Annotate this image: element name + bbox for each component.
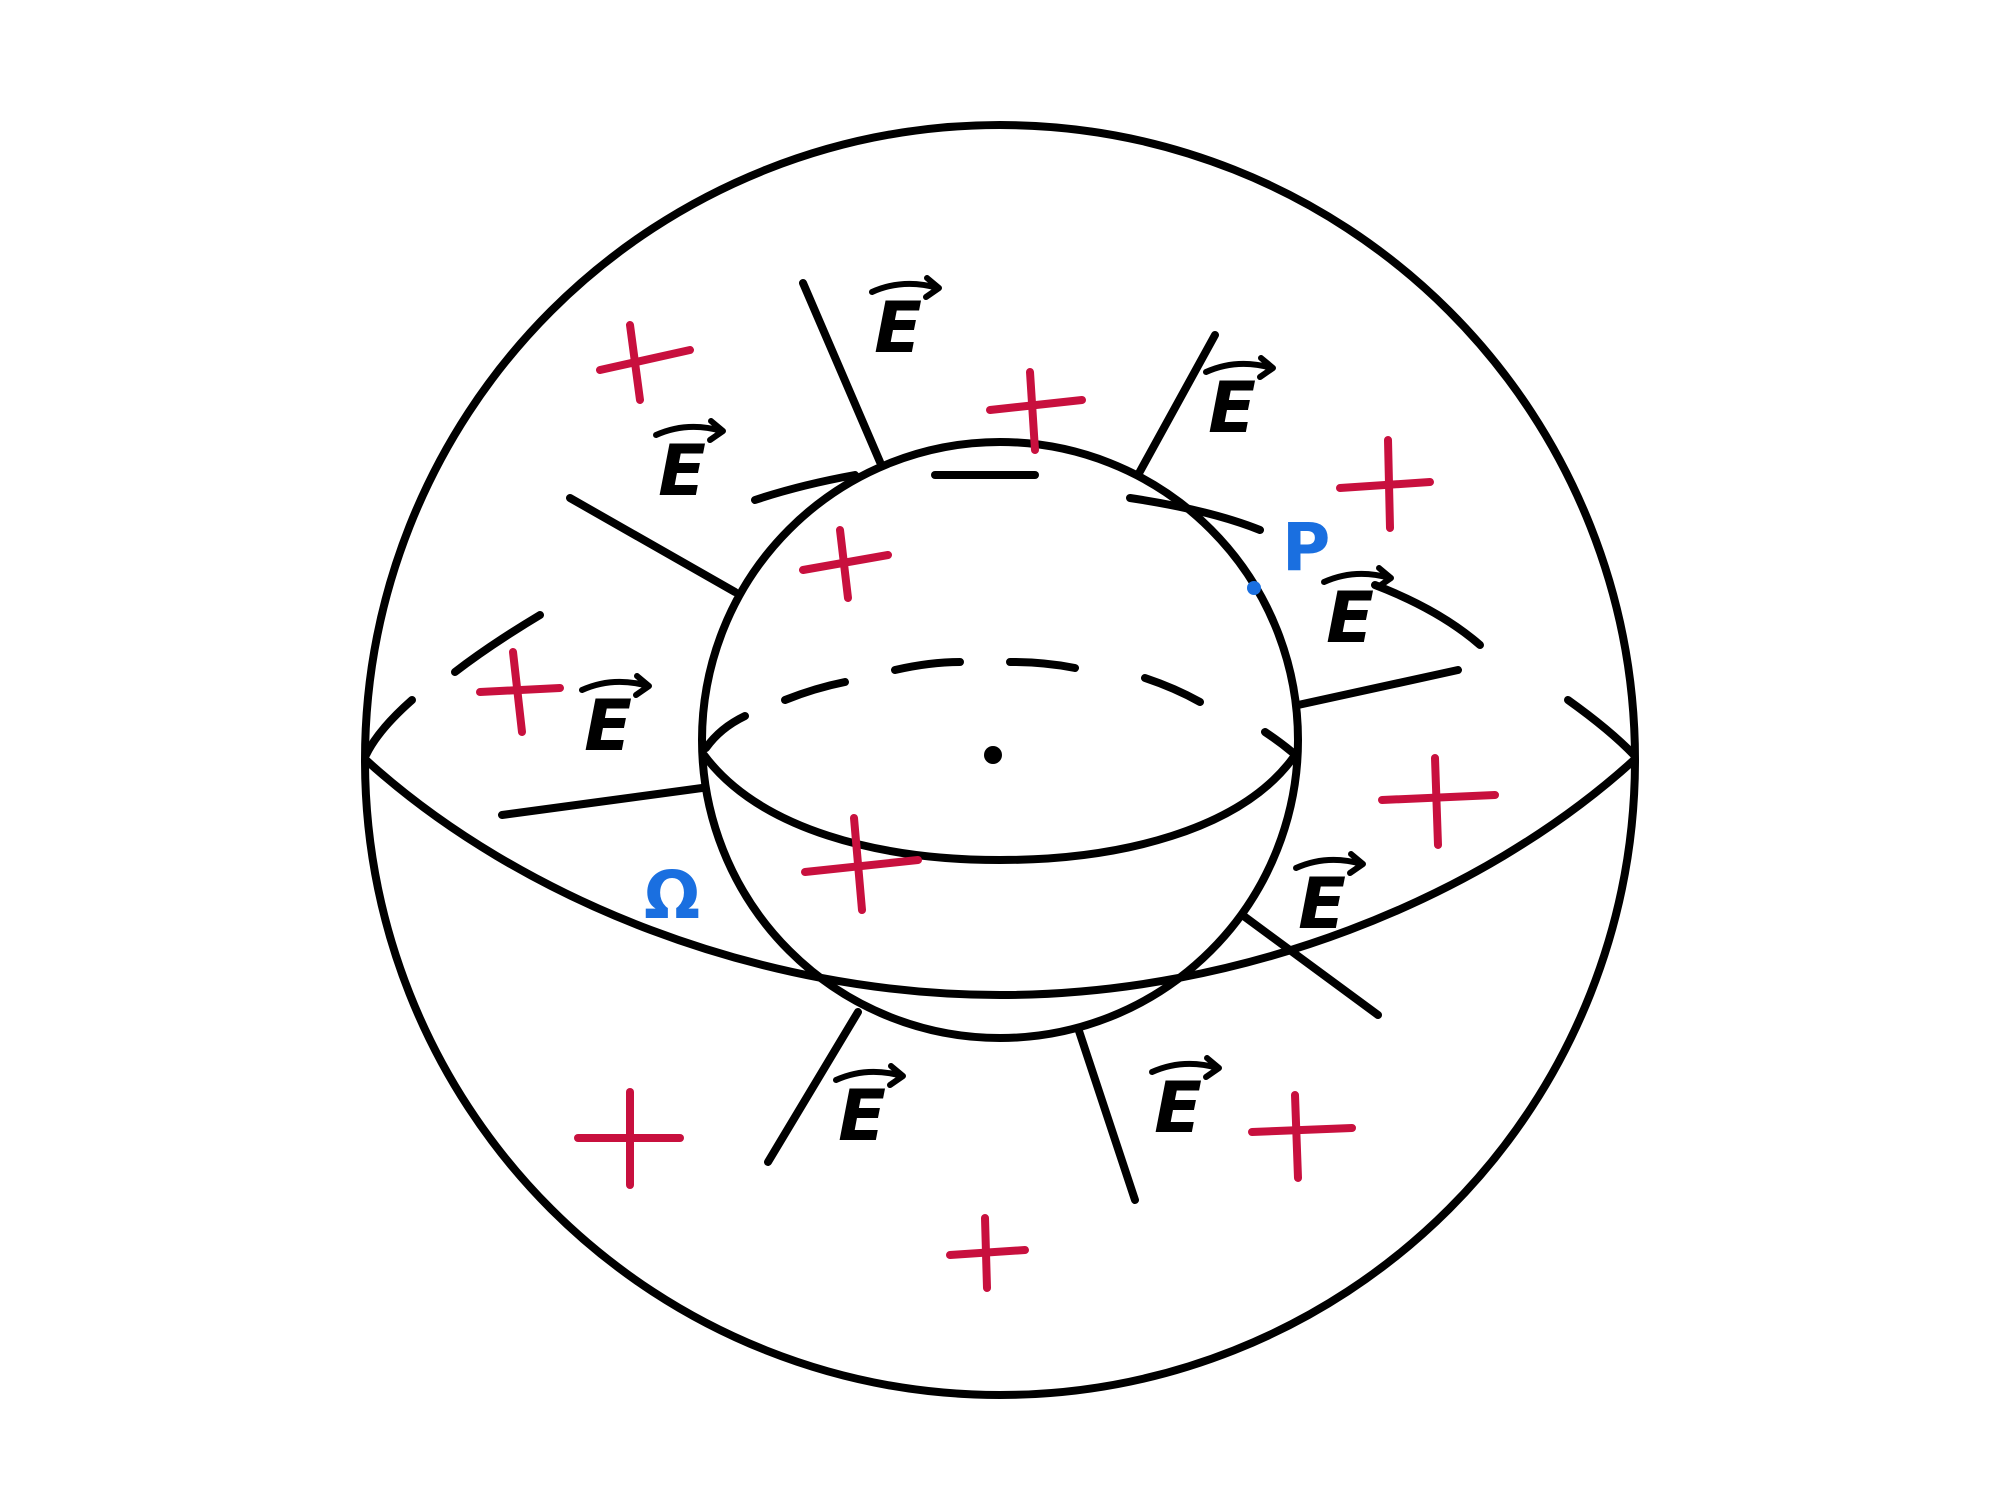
inner-equator-back-dash	[702, 712, 749, 752]
field-label: E	[1203, 355, 1276, 449]
field-label-text: E	[1154, 1067, 1202, 1149]
field-label: E	[1293, 851, 1366, 945]
field-label-text: E	[874, 287, 922, 369]
field-label-text: E	[658, 430, 706, 512]
vector-arrow-icon	[1203, 355, 1276, 380]
field-label-text: E	[1208, 367, 1256, 449]
inner-equator-back-dash	[1261, 728, 1296, 756]
plus-sign	[574, 1088, 684, 1189]
field-label: E	[1149, 1055, 1222, 1149]
field-arrow	[1074, 1024, 1139, 1204]
outer-equator-back-dash	[1564, 696, 1638, 759]
vector-arrow-icon	[1321, 565, 1394, 590]
vector-arrow-icon	[869, 275, 942, 300]
plus-sign	[1248, 1091, 1356, 1182]
inner-equator-back-dash	[1141, 674, 1204, 706]
plus-sign	[476, 648, 564, 736]
inner-equator-back-dash	[781, 678, 849, 704]
plus-sign	[1378, 754, 1499, 849]
vector-arrow-icon	[1149, 1055, 1222, 1080]
vector-arrow-icon	[653, 418, 726, 443]
field-label: E	[653, 418, 726, 512]
outer-equator-back-dash	[751, 471, 859, 504]
plus-sign	[1336, 436, 1434, 532]
field-arrow	[799, 279, 884, 466]
field-label-text: E	[838, 1075, 886, 1157]
field-arrow	[566, 494, 739, 596]
point-p-dot	[1247, 581, 1261, 595]
positive-charges	[476, 321, 1499, 1292]
outer-equator-back-dash	[362, 696, 416, 759]
inner-equator-back-dash	[1006, 658, 1079, 672]
plus-sign	[946, 1214, 1029, 1292]
field-arrow	[1241, 913, 1382, 1019]
plus-sign	[801, 814, 922, 914]
inner-equator-front	[700, 751, 1297, 864]
field-label: E	[1321, 565, 1394, 659]
point-p-label: P	[1282, 509, 1330, 586]
outer-equator-back-dash	[451, 611, 544, 676]
field-label: E	[833, 1063, 906, 1157]
outer-equator-back-dash	[1126, 494, 1264, 534]
field-arrow	[498, 784, 706, 819]
outer-equator-front	[362, 756, 1638, 999]
field-label-text: E	[584, 685, 632, 767]
plus-sign	[986, 368, 1086, 454]
vector-arrow-icon	[1293, 851, 1366, 876]
field-label-text: E	[1298, 863, 1346, 945]
field-arrow	[1134, 331, 1219, 479]
inner-equator-back-dash	[891, 658, 964, 674]
field-arrow	[764, 1008, 862, 1166]
center-dot	[984, 746, 1002, 764]
inner-sphere	[698, 438, 1302, 1042]
plus-sign	[799, 526, 892, 602]
field-label: E	[869, 275, 942, 369]
field-arrow	[1294, 666, 1462, 709]
region-omega-label: Ω	[644, 857, 700, 934]
plus-sign	[596, 321, 694, 404]
outer-equator-back-dash	[1371, 581, 1484, 649]
field-label: E	[579, 673, 652, 767]
field-label-text: E	[1326, 577, 1374, 659]
vector-arrow-icon	[579, 673, 652, 698]
field-arrows	[498, 279, 1462, 1204]
vector-arrow-icon	[833, 1063, 906, 1088]
